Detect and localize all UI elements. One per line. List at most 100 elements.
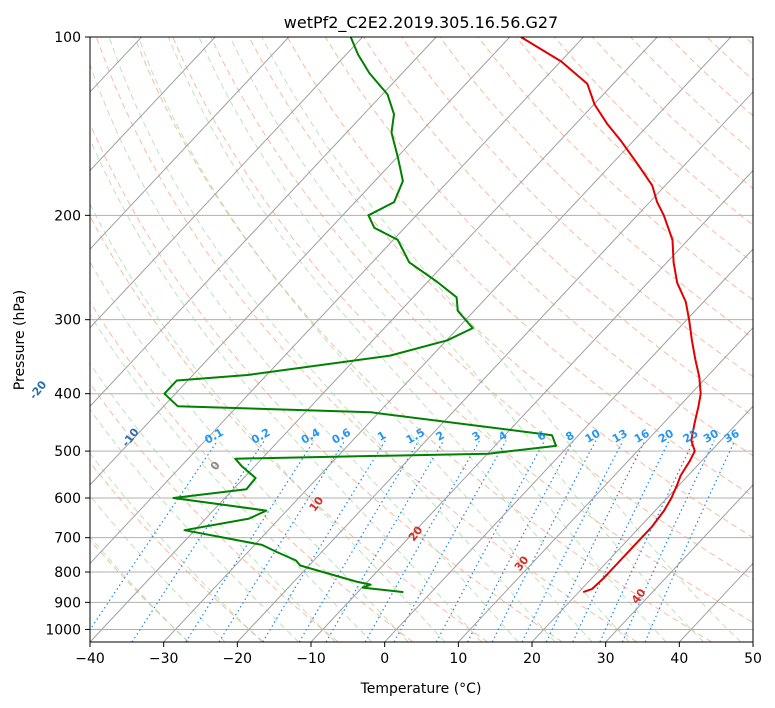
mixing-ratio-line [90, 440, 219, 631]
x-tick-label: 0 [380, 651, 389, 667]
mixing-ratio-label: 3 [470, 429, 483, 444]
dry-adiabat-line [706, 37, 753, 81]
mixing-ratio-label: 4 [496, 429, 509, 444]
dry-adiabat-label: -20 [27, 378, 50, 402]
x-tick-label: 30 [597, 651, 615, 667]
moist-adiabat-line [90, 408, 299, 642]
mixing-ratio-line [491, 440, 597, 642]
moist-adiabat-line [167, 37, 630, 642]
mixing-ratio-line [521, 440, 624, 642]
isotherm-line [90, 37, 437, 407]
isotherm-line [605, 484, 753, 642]
dry-adiabat-label: -10 [119, 425, 142, 449]
dry-adiabat-line [90, 539, 190, 642]
moist-adiabat-line [90, 260, 409, 642]
mixing-ratio-line [572, 440, 670, 642]
y-tick-label: 400 [54, 387, 81, 403]
isotherm-line [310, 169, 753, 642]
dry-adiabat-line [210, 37, 753, 581]
mixing-ratio-line [599, 440, 695, 642]
mixing-ratio-label: 25 [681, 427, 701, 446]
moist-adiabat-line [90, 535, 189, 642]
chart-title: wetPf2_C2E2.2019.305.16.56.G27 [284, 13, 558, 33]
x-tick-label: 10 [449, 651, 467, 667]
dry-adiabat-label: 0 [208, 459, 223, 473]
moist-adiabat-line [90, 452, 263, 642]
isotherm-line [90, 37, 290, 250]
dry-adiabat-line [90, 122, 563, 642]
mixing-ratio-line [364, 440, 481, 642]
isotherm-line [531, 405, 753, 642]
mixing-ratio-label: 8 [563, 429, 576, 444]
dry-adiabat-line [286, 37, 753, 497]
plot-frame [89, 36, 754, 643]
series-layer [163, 37, 702, 594]
dry-adiabat-line [90, 461, 264, 642]
mixing-ratio-label: 0.1 [202, 426, 225, 447]
mixing-ratio-label: 6 [535, 429, 548, 444]
temperature-profile [520, 37, 702, 594]
moist-adiabat-line [261, 37, 742, 642]
isotherm-line [90, 37, 363, 329]
x-tick-label: 20 [523, 651, 541, 667]
mixing-ratio-line [262, 440, 386, 642]
isotherm-line [752, 641, 753, 642]
moist-adiabat-line [90, 202, 446, 642]
isotherm-line [236, 91, 753, 642]
dry-adiabat-label: 40 [629, 586, 649, 606]
mixing-ratio-label: 0.2 [249, 426, 272, 447]
x-axis: −40 −30 −20 −10 0 10 20 30 40 50 [75, 642, 762, 667]
y-tick-label: 500 [54, 444, 81, 460]
x-tick-label: 40 [670, 651, 688, 667]
dry-adiabat-line [592, 37, 753, 189]
isotherm-line [384, 248, 753, 642]
moist-adiabat-line [90, 137, 482, 642]
isotherm-line [90, 37, 584, 565]
moist-adiabat-line [90, 362, 336, 642]
isotherm-line [90, 37, 216, 172]
dry-adiabat-line [172, 37, 753, 624]
y-tick-label: 900 [54, 595, 81, 611]
y-tick-label: 600 [54, 491, 81, 507]
moist-adiabat-line [137, 37, 593, 642]
mixing-ratio-label: 0.4 [299, 426, 323, 447]
mixing-ratio-label: 13 [610, 427, 630, 446]
isotherm-line [457, 326, 753, 642]
x-tick-label: −20 [223, 651, 253, 667]
dry-adiabat-line [477, 37, 753, 301]
mixing-ratio-line [298, 440, 420, 642]
mixing-ratio-label: 36 [722, 427, 742, 446]
mixing-ratio-line [131, 440, 265, 642]
mixing-ratio-line [218, 440, 346, 642]
x-tick-label: −40 [75, 651, 105, 667]
isotherm-line [90, 37, 511, 486]
moist-adiabat-line [90, 313, 373, 642]
y-tick-label: 700 [54, 531, 81, 547]
dry-adiabat-line [744, 37, 753, 45]
mixing-ratio-line [325, 440, 445, 642]
mixing-ratio-line [545, 440, 646, 642]
dry-adiabat-line [668, 37, 753, 117]
y-tick-label: 1000 [45, 622, 81, 638]
mixing-ratio-label: 2 [434, 429, 447, 444]
mixing-ratio-line [644, 440, 736, 642]
x-axis-label: Temperature (°C) [360, 681, 482, 697]
x-tick-label: 50 [744, 651, 762, 667]
dewpoint-profile [163, 37, 557, 594]
mixing-ratio-label: 10 [583, 427, 603, 446]
y-tick-label: 200 [54, 208, 81, 224]
dry-adiabat-line [90, 382, 339, 642]
x-tick-label: −30 [149, 651, 179, 667]
background-lines [90, 37, 753, 642]
isotherm-line [90, 37, 658, 642]
y-axis: 100 200 300 400 500 600 700 800 900 1000 [45, 30, 90, 638]
y-tick-label: 800 [54, 565, 81, 581]
y-axis-label: Pressure (hPa) [12, 290, 28, 390]
moist-adiabat-line [229, 37, 704, 642]
mixing-ratio-label: 1 [375, 429, 388, 444]
dry-adiabat-line [134, 37, 712, 642]
x-tick-label: −10 [296, 651, 326, 667]
mixing-ratio-line [435, 440, 546, 642]
mixing-ratio-label: 16 [632, 427, 652, 446]
